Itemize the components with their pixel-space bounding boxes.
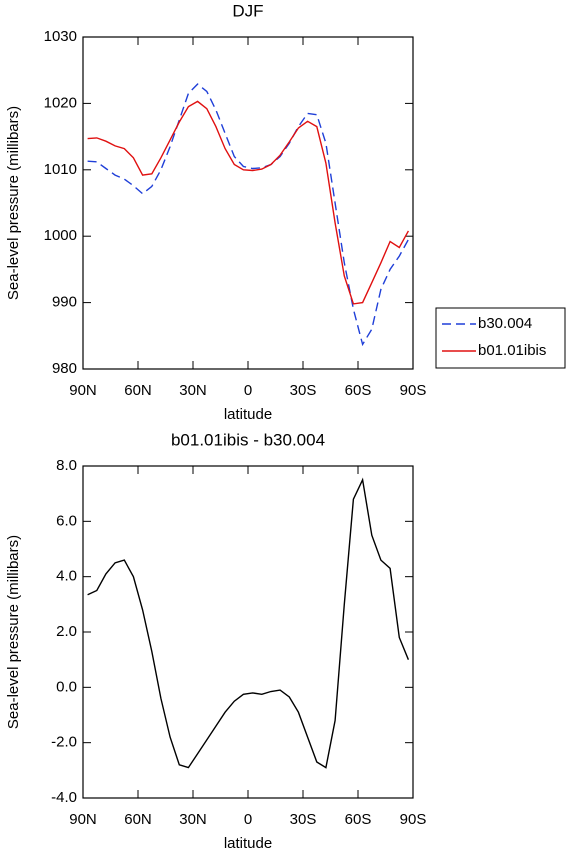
x-tick-label: 30N <box>179 382 207 399</box>
x-tick-label: 90N <box>69 811 97 828</box>
x-tick-label: 90S <box>400 811 427 828</box>
data-line <box>87 477 410 769</box>
plot-frame <box>82 465 414 799</box>
data-line <box>87 83 410 347</box>
legend-label: b01.01ibis <box>478 342 546 359</box>
x-tick-label: 30S <box>290 811 317 828</box>
y-tick-label: 2.0 <box>56 623 77 640</box>
x-tick-label: 30N <box>179 811 207 828</box>
x-tick-label: 90S <box>400 382 427 399</box>
data-line <box>87 100 410 305</box>
y-tick-label: -2.0 <box>51 734 77 751</box>
y-tick-label: 990 <box>52 294 77 311</box>
y-tick-label: 8.0 <box>56 457 77 474</box>
panel: b01.01ibis - b30.004 latitude Sea-level pr… <box>5 430 426 851</box>
y-tick-label: 6.0 <box>56 512 77 529</box>
x-tick-label: 30S <box>290 382 317 399</box>
x-tick-label: 60S <box>345 382 372 399</box>
legend: b30.004 b01.01ibis <box>435 307 566 369</box>
y-tick-label: 0.0 <box>56 678 77 695</box>
y-tick-label: 1010 <box>44 161 77 178</box>
x-tick-label: 0 <box>244 382 252 399</box>
plot-frame <box>82 36 414 370</box>
x-tick-label: 90N <box>69 382 97 399</box>
x-tick-label: 60N <box>124 811 152 828</box>
y-tick-label: 1000 <box>44 227 77 244</box>
panel: DJF latitude Sea-level pressure (millibars… <box>5 1 566 423</box>
y-tick-label: 4.0 <box>56 568 77 585</box>
y-axis-label: Sea-level pressure (millibars) <box>5 535 22 729</box>
chart-title: DJF <box>232 1 263 20</box>
y-tick-label: -4.0 <box>51 789 77 806</box>
x-tick-label: 0 <box>244 811 252 828</box>
chart-title: b01.01ibis - b30.004 <box>171 430 325 449</box>
y-tick-label: 1020 <box>44 94 77 111</box>
legend-label: b30.004 <box>478 315 532 332</box>
x-tick-label: 60S <box>345 811 372 828</box>
y-tick-label: 980 <box>52 360 77 377</box>
y-tick-label: 1030 <box>44 28 77 45</box>
x-axis-label: latitude <box>224 406 272 423</box>
y-axis-label: Sea-level pressure (millibars) <box>5 106 22 300</box>
x-axis-label: latitude <box>224 835 272 852</box>
x-tick-label: 60N <box>124 382 152 399</box>
legend-box <box>435 307 566 369</box>
